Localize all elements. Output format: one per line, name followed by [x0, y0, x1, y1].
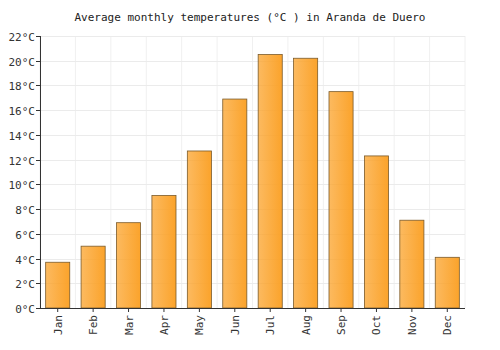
x-tick [376, 308, 377, 312]
x-tick [447, 308, 448, 312]
x-tick-label: Apr [158, 315, 171, 335]
x-axis [40, 308, 465, 309]
bar [46, 262, 70, 308]
bar [329, 92, 353, 308]
y-tick [36, 85, 40, 86]
grid-line-x [252, 36, 253, 308]
y-tick-label: 0°C [15, 303, 35, 316]
y-tick-label: 20°C [9, 56, 36, 69]
x-tick [411, 308, 412, 312]
x-tick-label: Jan [52, 315, 65, 335]
y-tick [36, 36, 40, 37]
y-tick [36, 110, 40, 111]
y-tick [36, 209, 40, 210]
y-tick-label: 10°C [9, 179, 36, 192]
bar [117, 223, 141, 308]
y-tick [36, 283, 40, 284]
x-tick-label: Jun [229, 315, 242, 335]
grid-line-y [40, 160, 465, 161]
y-tick [36, 61, 40, 62]
bar [400, 220, 424, 308]
y-tick-label: 12°C [9, 155, 36, 168]
bar [187, 151, 211, 308]
grid-line-x [323, 36, 324, 308]
x-tick [234, 308, 235, 312]
y-tick-label: 6°C [15, 229, 35, 242]
y-tick-label: 18°C [9, 80, 36, 93]
y-tick [36, 135, 40, 136]
y-tick [36, 234, 40, 235]
grid-line-x [358, 36, 359, 308]
grid-line-x [287, 36, 288, 308]
x-tick-label: Oct [370, 315, 383, 335]
grid-line-x [40, 36, 41, 308]
bar [435, 257, 459, 308]
grid-line-y [40, 85, 465, 86]
grid-line-y [40, 184, 465, 185]
grid-line-y [40, 209, 465, 210]
bar [152, 195, 176, 308]
y-tick [36, 259, 40, 260]
grid-line-y [40, 61, 465, 62]
y-tick-label: 4°C [15, 254, 35, 267]
y-tick-label: 8°C [15, 204, 35, 217]
y-tick-label: 14°C [9, 130, 36, 143]
x-tick-label: Jul [264, 315, 277, 335]
grid-line-x [75, 36, 76, 308]
y-tick [36, 184, 40, 185]
x-tick [93, 308, 94, 312]
grid-line-y [40, 36, 465, 37]
grid-line-x [181, 36, 182, 308]
grid-line-x [217, 36, 218, 308]
x-tick [270, 308, 271, 312]
x-tick-label: Aug [300, 315, 313, 335]
grid-line-x [110, 36, 111, 308]
y-tick [36, 308, 40, 309]
grid-line-x [465, 36, 466, 308]
x-tick-label: Dec [441, 315, 454, 335]
x-tick-label: May [193, 315, 206, 335]
bar [294, 58, 318, 308]
bar [364, 156, 388, 308]
grid-line-x [146, 36, 147, 308]
grid-line-y [40, 135, 465, 136]
y-axis [40, 36, 41, 308]
grid-line-x [429, 36, 430, 308]
x-tick-label: Feb [87, 315, 100, 335]
x-tick-label: Sep [335, 315, 348, 335]
chart-container: Average monthly temperatures (°C ) in Ar… [0, 0, 500, 350]
x-tick [163, 308, 164, 312]
grid-line-y [40, 308, 465, 309]
bar [258, 55, 282, 308]
y-tick-label: 16°C [9, 105, 36, 118]
x-tick [128, 308, 129, 312]
x-tick [341, 308, 342, 312]
chart-svg: Average monthly temperatures (°C ) in Ar… [0, 0, 500, 350]
title: Average monthly temperatures (°C ) in Ar… [75, 11, 426, 24]
y-tick [36, 160, 40, 161]
x-tick-label: Mar [123, 315, 136, 335]
grid [40, 36, 465, 309]
grid-line-y [40, 110, 465, 111]
y-tick-label: 22°C [9, 31, 36, 44]
x-tick-label: Nov [406, 315, 419, 335]
x-tick [199, 308, 200, 312]
bars [46, 55, 460, 308]
bar [223, 99, 247, 308]
x-tick [57, 308, 58, 312]
x-tick [305, 308, 306, 312]
grid-line-x [394, 36, 395, 308]
y-tick-label: 2°C [15, 278, 35, 291]
bar [81, 246, 105, 308]
